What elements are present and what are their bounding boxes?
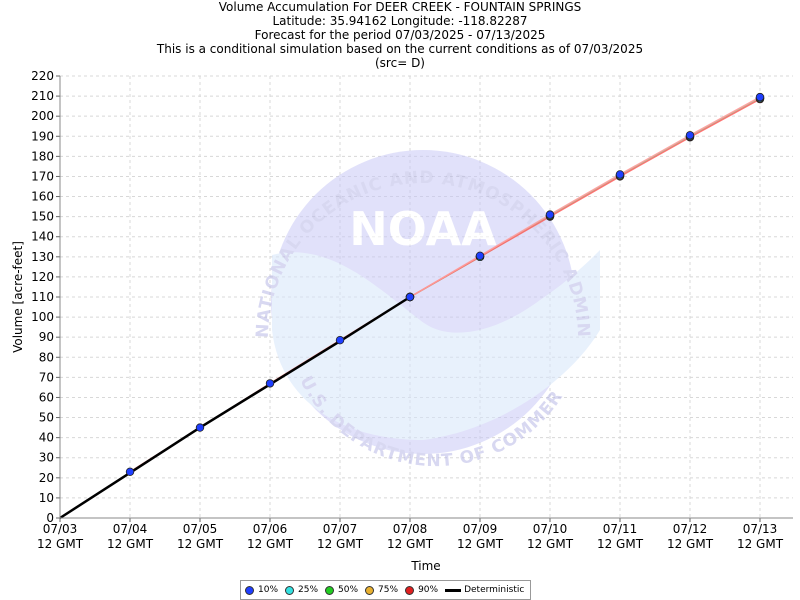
legend-item-10: 10% [245,585,278,595]
x-tick-label-date: 07/03 [43,522,78,536]
y-tick-label: 20 [39,471,54,485]
legend-item-deterministic: Deterministic [445,585,524,595]
y-tick-label: 140 [31,230,54,244]
x-tick-label-time: 12 GMT [457,537,504,551]
x-tick-label-time: 12 GMT [177,537,224,551]
legend-label-50: 50% [338,585,359,595]
y-tick-label: 90 [39,330,54,344]
y-tick-label: 60 [39,390,54,404]
data-point-10pct [125,467,135,476]
x-tick-label-date: 07/10 [533,522,568,536]
x-tick-label-time: 12 GMT [37,537,84,551]
legend-item-25: 25% [285,585,318,595]
x-tick-label-date: 07/06 [253,522,288,536]
data-point-10pct [405,292,415,302]
x-tick-label-date: 07/07 [323,522,358,536]
y-tick-label: 0 [46,511,54,525]
x-tick-label-date: 07/11 [603,522,638,536]
y-tick-label: 210 [31,89,54,103]
x-tick-label-date: 07/08 [393,522,428,536]
y-tick-label: 130 [31,250,54,264]
y-tick-label: 70 [39,370,54,384]
series-layer [59,92,765,520]
legend-marker-10 [245,585,254,595]
x-tick-label-date: 07/05 [183,522,218,536]
y-tick-label: 50 [39,411,54,425]
y-tick-label: 150 [31,210,54,224]
y-tick-label: 120 [31,270,54,284]
chart-subtitle-period: Forecast for the period 07/03/2025 - 07/… [254,28,546,42]
x-tick-label-time: 12 GMT [387,537,434,551]
legend-marker-25 [285,585,295,595]
y-tick-label: 170 [31,169,54,183]
x-tick-label-date: 07/04 [113,522,148,536]
y-tick-label: 160 [31,190,54,204]
y-tick-label: 220 [31,69,54,83]
legend-label-90: 90% [418,585,439,595]
y-tick-label: 10 [39,491,54,505]
chart-subtitle-conditions: This is a conditional simulation based o… [156,42,644,56]
data-point-10pct [545,210,555,219]
y-tick-label: 40 [39,431,54,445]
x-tick-label-time: 12 GMT [247,537,294,551]
legend-label-25: 25% [298,585,319,595]
legend-item-75: 75% [365,585,398,595]
x-tick-label-time: 12 GMT [667,537,714,551]
y-axis-label: Volume [acre-feet] [11,241,25,353]
y-tick-label: 180 [31,149,54,163]
chart-title-block: Volume Accumulation For DEER CREEK - FOU… [0,0,800,70]
legend-label-10: 10% [258,585,279,595]
y-tick-label: 100 [31,310,54,324]
legend-marker-90 [405,585,415,595]
y-tick-label: 30 [39,451,54,465]
data-point-10pct [335,335,345,345]
y-tick-label: 80 [39,350,54,364]
chart-subtitle-location: Latitude: 35.94162 Longitude: -118.82287 [272,14,528,28]
legend-item-90: 90% [405,585,438,595]
y-tick-label: 200 [31,109,54,123]
chart-subtitle-source: (src= D) [375,56,425,70]
x-tick-label-time: 12 GMT [107,537,154,551]
legend-label-75: 75% [378,585,399,595]
x-tick-label-time: 12 GMT [527,537,574,551]
x-tick-label-time: 12 GMT [737,537,784,551]
data-point-10pct [475,251,485,261]
data-point-10pct [195,423,205,432]
data-point-10pct [265,379,275,388]
x-tick-label-date: 07/12 [673,522,708,536]
noaa-brand: NOAA [349,202,497,256]
data-point-10pct [615,170,625,179]
x-axis-label: Time [410,559,440,573]
x-tick-label-date: 07/13 [743,522,778,536]
legend-marker-50 [325,585,335,595]
axes-layer: 0 10 20 30 40 50 60 70 80 90 100 110 120 130 140 150 160… [31,69,793,551]
legend-marker-75 [365,585,375,595]
y-tick-label: 190 [31,129,54,143]
x-tick-label-date: 07/09 [463,522,498,536]
legend-label-deterministic: Deterministic [464,585,525,595]
data-point-10pct [685,131,695,140]
noaa-bird-shape [272,250,600,440]
x-tick-label-time: 12 GMT [317,537,364,551]
chart-title: Volume Accumulation For DEER CREEK - FOU… [218,0,582,14]
chart-legend: 10% 25% 50% 75% 90% Deterministic [240,580,532,600]
y-tick-label: 110 [31,290,54,304]
x-tick-label-time: 12 GMT [597,537,644,551]
legend-marker-deterministic [445,588,462,592]
data-point-10pct [755,92,765,102]
series-line-deterministic [59,295,411,520]
legend-item-50: 50% [325,585,358,595]
